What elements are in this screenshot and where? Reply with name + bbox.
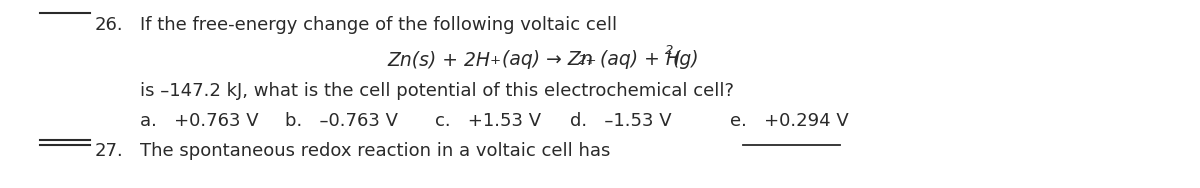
Text: 2: 2 bbox=[665, 44, 673, 57]
Text: 26.: 26. bbox=[95, 16, 124, 34]
Text: c.   +1.53 V: c. +1.53 V bbox=[436, 112, 541, 130]
Text: Zn(s) + 2H: Zn(s) + 2H bbox=[386, 50, 490, 69]
Text: e.   +0.294 V: e. +0.294 V bbox=[730, 112, 848, 130]
Text: (aq) + H: (aq) + H bbox=[600, 50, 680, 69]
Text: The spontaneous redox reaction in a voltaic cell has: The spontaneous redox reaction in a volt… bbox=[140, 142, 611, 160]
Text: d.   –1.53 V: d. –1.53 V bbox=[570, 112, 672, 130]
Text: is –147.2 kJ, what is the cell potential of this electrochemical cell?: is –147.2 kJ, what is the cell potential… bbox=[140, 82, 734, 100]
Text: +: + bbox=[490, 54, 502, 67]
Text: (aq) → Zn: (aq) → Zn bbox=[502, 50, 593, 69]
Text: a.   +0.763 V: a. +0.763 V bbox=[140, 112, 259, 130]
Text: 2+: 2+ bbox=[578, 54, 598, 67]
Text: (g): (g) bbox=[673, 50, 700, 69]
Text: b.   –0.763 V: b. –0.763 V bbox=[286, 112, 398, 130]
Text: If the free-energy change of the following voltaic cell: If the free-energy change of the followi… bbox=[140, 16, 617, 34]
Text: 27.: 27. bbox=[95, 142, 124, 160]
